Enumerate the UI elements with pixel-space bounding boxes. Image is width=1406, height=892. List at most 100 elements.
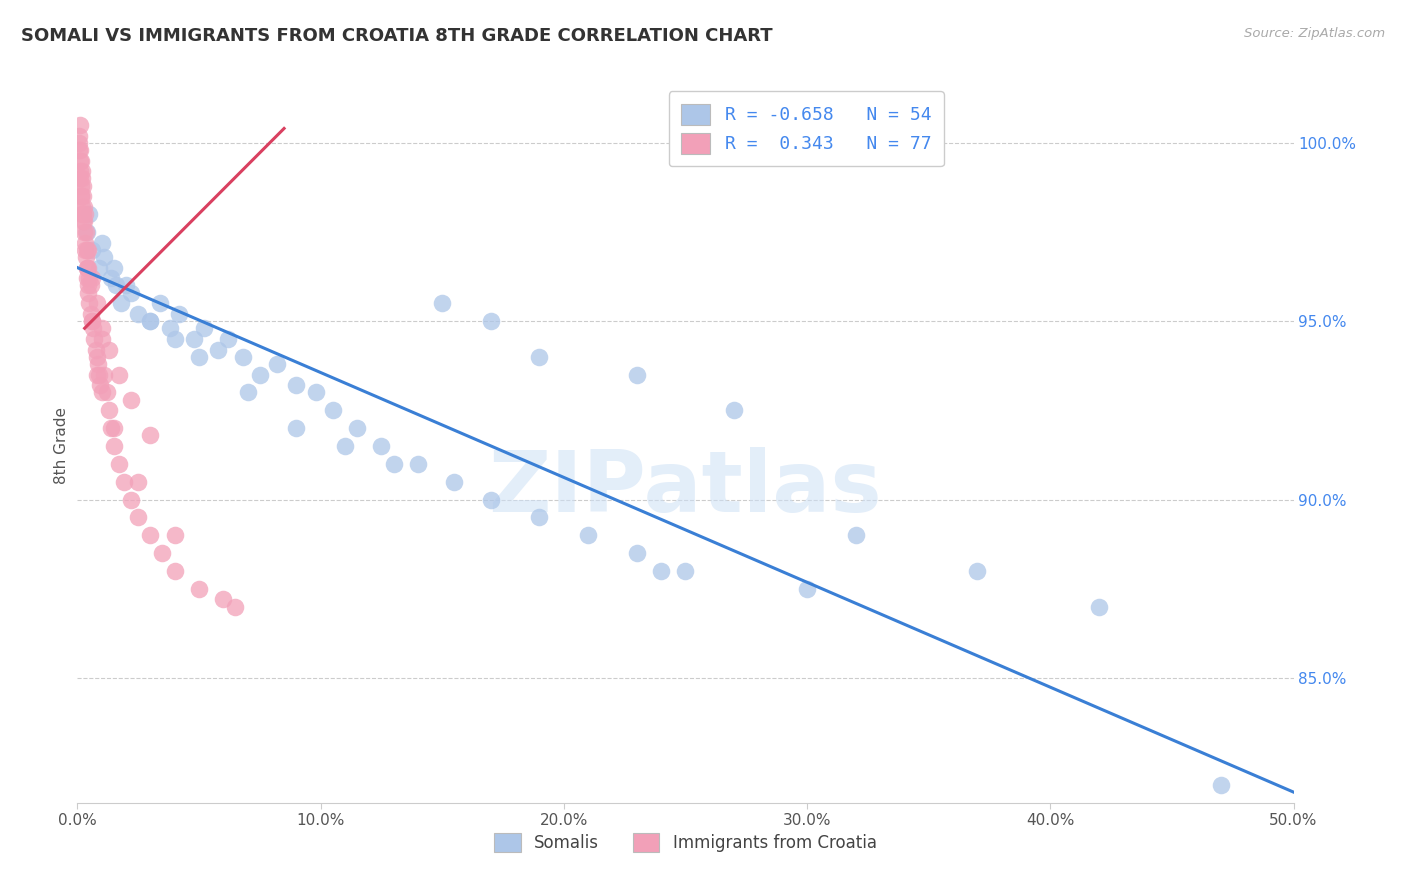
- Point: [72, 189, 94, 203]
- Point: [96, 385, 118, 400]
- Point: [67, 136, 90, 150]
- Point: [70, 164, 93, 178]
- Point: [67, 128, 90, 143]
- Point: [77, 260, 100, 275]
- Point: [70, 189, 93, 203]
- Point: [72, 178, 94, 193]
- Point: [76, 271, 98, 285]
- Point: [115, 278, 138, 293]
- Point: [163, 564, 186, 578]
- Point: [89, 260, 111, 275]
- Point: [80, 271, 103, 285]
- Point: [80, 243, 103, 257]
- Point: [76, 225, 98, 239]
- Point: [69, 171, 91, 186]
- Point: [73, 225, 96, 239]
- Point: [80, 307, 103, 321]
- Point: [346, 421, 368, 435]
- Point: [723, 403, 745, 417]
- Point: [207, 343, 229, 357]
- Text: SOMALI VS IMMIGRANTS FROM CROATIA 8TH GRADE CORRELATION CHART: SOMALI VS IMMIGRANTS FROM CROATIA 8TH GR…: [21, 27, 773, 45]
- Point: [89, 378, 111, 392]
- Point: [70, 153, 93, 168]
- Point: [650, 564, 672, 578]
- Point: [443, 475, 465, 489]
- Point: [139, 428, 162, 442]
- Point: [93, 250, 115, 264]
- Point: [77, 243, 100, 257]
- Point: [100, 421, 122, 435]
- Point: [75, 225, 97, 239]
- Point: [966, 564, 988, 578]
- Point: [249, 368, 271, 382]
- Point: [232, 350, 254, 364]
- Point: [76, 260, 98, 275]
- Point: [112, 475, 135, 489]
- Point: [382, 457, 405, 471]
- Point: [90, 235, 112, 250]
- Point: [76, 278, 98, 293]
- Point: [67, 143, 90, 157]
- Point: [75, 243, 97, 257]
- Point: [406, 457, 429, 471]
- Point: [845, 528, 868, 542]
- Point: [127, 510, 149, 524]
- Point: [127, 475, 149, 489]
- Point: [159, 321, 181, 335]
- Point: [103, 421, 125, 435]
- Point: [212, 592, 235, 607]
- Point: [183, 332, 205, 346]
- Point: [76, 243, 98, 257]
- Point: [1209, 778, 1232, 792]
- Point: [236, 385, 259, 400]
- Point: [70, 171, 93, 186]
- Point: [83, 332, 105, 346]
- Point: [675, 564, 697, 578]
- Point: [93, 368, 115, 382]
- Point: [97, 343, 120, 357]
- Point: [69, 118, 91, 132]
- Point: [217, 332, 239, 346]
- Point: [97, 403, 120, 417]
- Point: [149, 296, 172, 310]
- Point: [193, 321, 215, 335]
- Point: [370, 439, 392, 453]
- Point: [430, 296, 453, 310]
- Point: [86, 350, 108, 364]
- Point: [188, 582, 211, 596]
- Point: [70, 189, 93, 203]
- Point: [529, 350, 551, 364]
- Text: Source: ZipAtlas.com: Source: ZipAtlas.com: [1244, 27, 1385, 40]
- Point: [576, 528, 599, 542]
- Point: [107, 457, 129, 471]
- Point: [479, 492, 502, 507]
- Point: [479, 314, 502, 328]
- Point: [90, 332, 112, 346]
- Point: [529, 510, 551, 524]
- Point: [69, 143, 91, 157]
- Point: [305, 385, 328, 400]
- Point: [80, 314, 103, 328]
- Point: [70, 207, 93, 221]
- Point: [796, 582, 818, 596]
- Point: [152, 546, 174, 560]
- Point: [73, 200, 96, 214]
- Point: [266, 357, 288, 371]
- Point: [626, 546, 648, 560]
- Point: [322, 403, 344, 417]
- Y-axis label: 8th Grade: 8th Grade: [53, 408, 69, 484]
- Point: [188, 350, 211, 364]
- Point: [69, 164, 91, 178]
- Point: [77, 285, 100, 300]
- Point: [69, 153, 91, 168]
- Point: [100, 271, 122, 285]
- Point: [80, 278, 103, 293]
- Point: [120, 285, 142, 300]
- Point: [139, 314, 162, 328]
- Legend: Somalis, Immigrants from Croatia: Somalis, Immigrants from Croatia: [488, 826, 883, 859]
- Point: [82, 321, 104, 335]
- Point: [139, 314, 162, 328]
- Point: [76, 260, 98, 275]
- Point: [72, 214, 94, 228]
- Point: [70, 200, 93, 214]
